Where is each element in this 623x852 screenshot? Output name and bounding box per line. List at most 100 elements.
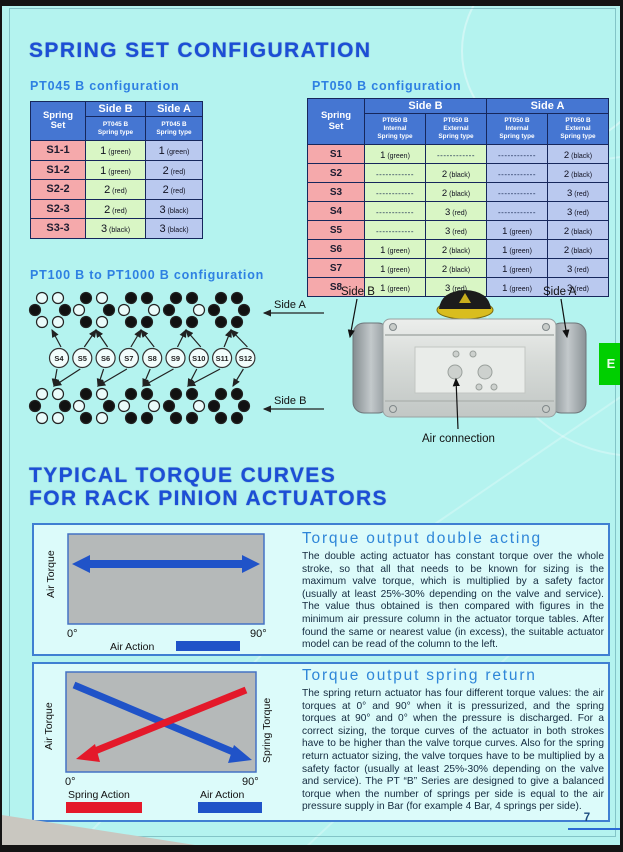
actuator-side-a-label: Side A: [543, 286, 577, 298]
spring-color-note: (red): [450, 229, 468, 236]
spring-dot-filled: [140, 411, 154, 425]
side-a-cell: 2 (black): [547, 144, 609, 164]
spring-count: 1: [380, 283, 386, 294]
table-row: S8 1 (green) 3 (red) 1 (green) 3 (red): [307, 277, 609, 297]
position-indicator: [436, 290, 494, 320]
arrow-to-side-b: [96, 368, 128, 387]
no-spring-dash: ------------: [498, 208, 536, 217]
spring-color-note: (green): [385, 248, 410, 255]
spring-set-badge: [212, 347, 233, 369]
no-spring-dash: ------------: [376, 208, 414, 217]
spring-color-note: (red): [572, 286, 590, 293]
spring-count: 1: [100, 164, 107, 177]
spring-count: 1: [502, 283, 508, 294]
spring-count: 3: [159, 223, 166, 236]
table-row: S6 1 (green) 2 (black) 1 (green) 2 (black): [307, 239, 609, 259]
side-a-cell: 2 (red): [145, 179, 203, 200]
table-row: S5 ------------ 3 (red) 1 (green) 2 (black): [307, 220, 609, 240]
side-b-cell: 1 (green): [85, 159, 146, 180]
torque-title-line1: TYPICAL TORQUE CURVES: [29, 464, 337, 487]
side-a-cell: 1 (green): [486, 277, 548, 297]
side-b-cell: 2 (red): [85, 179, 146, 200]
spring-set-badge: [188, 347, 209, 369]
spring-dot-filled: [162, 303, 176, 317]
spring-set-badge: [95, 347, 116, 369]
air-connection-arrow-icon: [452, 377, 460, 430]
spring-set-badge-label: S5: [78, 354, 87, 363]
y-axis-right-label: Spring Torque: [261, 698, 273, 763]
spring-dot-filled: [124, 387, 138, 401]
spring-dot-empty: [117, 399, 131, 413]
pt050-config-label: PT050 B configuration: [312, 79, 462, 93]
pt050-configuration-table: Spring Set Side B Side A PT050 B Interna…: [307, 98, 609, 297]
spring-set-badge: [142, 347, 163, 369]
diagram-side-b-label: Side B: [274, 395, 306, 407]
spring-count: 2: [563, 226, 570, 237]
spring-color-note: (red): [450, 210, 468, 217]
spring-count: 1: [100, 145, 107, 158]
spring-dot-filled: [140, 387, 154, 401]
spring-dot-empty: [95, 411, 109, 425]
spring-dot-filled: [102, 303, 116, 317]
spring-count: 2: [563, 150, 570, 161]
page-number-rule: [568, 828, 620, 830]
spring-dot-filled: [230, 411, 244, 425]
no-spring-dash: ------------: [376, 170, 414, 179]
air-torque-arrow: [72, 555, 260, 573]
spring-count: 3: [444, 283, 451, 294]
pt050-header-side-a: Side A: [486, 98, 609, 114]
side-a-cell: 3 (red): [547, 182, 609, 202]
spring-count: 2: [441, 169, 448, 180]
no-spring-dash: ------------: [376, 227, 414, 236]
spring-dot-filled: [207, 303, 221, 317]
spring-count: 1: [502, 264, 508, 275]
no-spring-dash: ------------: [437, 151, 475, 160]
arrow-to-side-a: [95, 329, 109, 348]
spring-set-cell: S4: [307, 201, 365, 221]
arrow-to-side-b: [141, 368, 174, 387]
side-b-cell: 1 (green): [364, 239, 426, 259]
spring-dot-empty: [95, 315, 109, 329]
spring-color-note: (green): [385, 153, 410, 160]
spring-set-badge-label: S10: [192, 354, 205, 363]
arrow-to-side-b: [232, 368, 244, 388]
side-a-cell: ------------: [486, 163, 548, 183]
spring-set-cell: S6: [307, 239, 365, 259]
pt050-table-body: S1 1 (green) ------------ ------------ 2 (bl…: [307, 144, 609, 297]
spring-color-note: (red): [572, 210, 590, 217]
spring-dot-filled: [185, 315, 199, 329]
spring-set-badge-label: S8: [148, 354, 157, 363]
spring-color-note: (red): [110, 207, 127, 215]
spring-return-heading: Torque output spring return: [302, 667, 537, 684]
y-axis-left-label: Air Torque: [43, 702, 55, 750]
side-b-cell: 3 (red): [425, 201, 487, 221]
spring-dot-filled: [185, 387, 199, 401]
table-row: S2-3 2 (red) 3 (black): [30, 198, 203, 219]
table-row: S3 ------------ 2 (black) ------------ 3 (re…: [307, 182, 609, 202]
spring-dot-filled: [58, 399, 72, 413]
y-axis-label: Air Torque: [45, 550, 57, 598]
spring-count: 2: [441, 188, 448, 199]
table-row: S1-1 1 (green) 1 (green): [30, 140, 203, 161]
spring-color-note: (green): [507, 229, 532, 236]
pt100-config-label: PT100 B to PT1000 B configuration: [30, 268, 265, 282]
spring-count: 2: [563, 245, 570, 256]
spring-dot-empty: [51, 291, 65, 305]
arrow-to-side-a: [176, 328, 187, 348]
side-a-cell: 2 (red): [145, 159, 203, 180]
spring-set-cell: S8: [307, 277, 365, 297]
spring-count: 3: [100, 223, 108, 236]
spring-count: 2: [104, 184, 111, 197]
spring-dot-filled: [230, 315, 244, 329]
arrow-to-side-a: [51, 328, 62, 348]
double-acting-heading: Torque output double acting: [302, 530, 542, 547]
spring-color-note: (red): [168, 188, 186, 196]
side-a-cell: 3 (black): [145, 198, 203, 219]
spring-count: 1: [380, 245, 386, 256]
spring-color-note: (green): [507, 286, 532, 293]
table-row: S1 1 (green) ------------ ------------ 2 (bl…: [307, 144, 609, 164]
spring-count: 2: [441, 264, 448, 275]
spring-color-note: (black): [447, 191, 471, 198]
spring-color-note: (black): [107, 227, 131, 235]
